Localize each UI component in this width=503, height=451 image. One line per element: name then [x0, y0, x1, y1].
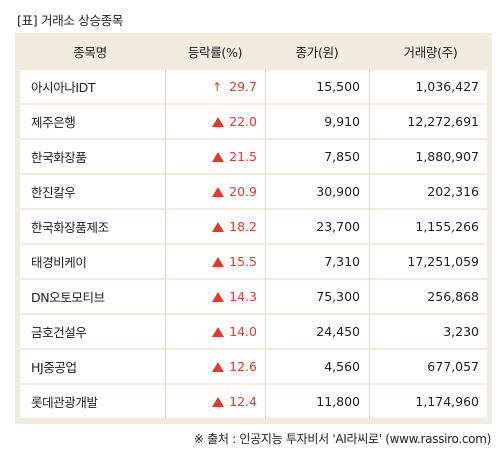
- trade-volume: 202,316: [427, 184, 479, 199]
- table-row: 태경비케이 15.5 7,310 17,251,059: [20, 245, 487, 278]
- closing-price: 24,450: [316, 324, 360, 339]
- trade-volume: 3,230: [443, 324, 479, 339]
- column-divider: [165, 69, 166, 419]
- trade-volume: 12,272,691: [407, 114, 479, 129]
- table-title: [표] 거래소 상승종목: [17, 13, 124, 28]
- change-value: 21.5: [229, 149, 257, 164]
- triangle-up-icon: [212, 396, 225, 407]
- column-divider: [369, 69, 370, 419]
- stock-name: 제주은행: [31, 115, 76, 130]
- closing-price: 9,910: [324, 114, 360, 129]
- change-rate: 15.5: [165, 254, 265, 269]
- change-value: 29.7: [229, 79, 257, 94]
- change-value: 12.6: [229, 359, 257, 374]
- change-rate: 12.6: [165, 359, 265, 374]
- change-value: 22.0: [229, 114, 257, 129]
- triangle-up-icon: [212, 221, 225, 232]
- stock-name: DN오토모티브: [31, 290, 105, 305]
- closing-price: 11,800: [316, 394, 360, 409]
- arrow-up-icon: ↑: [212, 79, 223, 94]
- triangle-up-icon: [212, 291, 225, 302]
- stock-name: 아시아나IDT: [31, 80, 96, 95]
- triangle-up-icon: [212, 361, 225, 372]
- stock-name: HJ중공업: [31, 360, 77, 375]
- change-rate: 14.0: [165, 324, 265, 339]
- table-row: 아시아나IDT ↑ 29.7 15,500 1,036,427: [20, 70, 487, 103]
- trade-volume: 1,880,907: [415, 149, 479, 164]
- change-rate: 18.2: [165, 219, 265, 234]
- stock-name: 롯데관광개발: [31, 395, 98, 410]
- change-value: 14.3: [229, 289, 257, 304]
- table-row: 금호건설우 14.0 24,450 3,230: [20, 315, 487, 348]
- triangle-up-icon: [212, 151, 225, 162]
- change-rate: ↑ 29.7: [165, 79, 265, 94]
- change-rate: 14.3: [165, 289, 265, 304]
- stock-name: 한국화장품제조: [31, 220, 109, 235]
- trade-volume: 677,057: [427, 359, 479, 374]
- closing-price: 23,700: [316, 219, 360, 234]
- closing-price: 7,310: [324, 254, 360, 269]
- triangle-up-icon: [212, 326, 225, 337]
- change-rate: 12.4: [165, 394, 265, 409]
- header-price: 종가(원): [295, 44, 339, 60]
- header-name: 종목명: [73, 44, 107, 60]
- trade-volume: 1,174,960: [415, 394, 479, 409]
- change-value: 15.5: [229, 254, 257, 269]
- change-rate: 20.9: [165, 184, 265, 199]
- table-row: 한국화장품 21.5 7,850 1,880,907: [20, 140, 487, 173]
- stock-table: 종목명 등락률(%) 종가(원) 거래량(주) 아시아나IDT ↑ 29.7 15,5…: [15, 33, 492, 424]
- closing-price: 7,850: [324, 149, 360, 164]
- closing-price: 30,900: [316, 184, 360, 199]
- change-value: 20.9: [229, 184, 257, 199]
- closing-price: 15,500: [316, 79, 360, 94]
- triangle-up-icon: [212, 186, 225, 197]
- table-row: 롯데관광개발 12.4 11,800 1,174,960: [20, 385, 487, 418]
- table-row: DN오토모티브 14.3 75,300 256,868: [20, 280, 487, 313]
- header-volume: 거래량(주): [403, 44, 458, 60]
- trade-volume: 17,251,059: [407, 254, 479, 269]
- closing-price: 75,300: [316, 289, 360, 304]
- stock-name: 태경비케이: [31, 255, 87, 270]
- change-rate: 21.5: [165, 149, 265, 164]
- table-row: HJ중공업 12.6 4,560 677,057: [20, 350, 487, 383]
- change-value: 12.4: [229, 394, 257, 409]
- closing-price: 4,560: [324, 359, 360, 374]
- stock-name: 한국화장품: [31, 150, 87, 165]
- table-header: 종목명 등락률(%) 종가(원) 거래량(주): [15, 33, 492, 69]
- change-value: 18.2: [229, 219, 257, 234]
- trade-volume: 1,155,266: [415, 219, 479, 234]
- table-row: 한국화장품제조 18.2 23,700 1,155,266: [20, 210, 487, 243]
- triangle-up-icon: [212, 256, 225, 267]
- stock-name: 금호건설우: [31, 325, 87, 340]
- header-change: 등락률(%): [187, 44, 243, 60]
- trade-volume: 256,868: [427, 289, 479, 304]
- change-rate: 22.0: [165, 114, 265, 129]
- stock-name: 한진칼우: [31, 185, 76, 200]
- column-divider: [265, 69, 266, 419]
- triangle-up-icon: [212, 116, 225, 127]
- trade-volume: 1,036,427: [415, 79, 479, 94]
- table-row: 한진칼우 20.9 30,900 202,316: [20, 175, 487, 208]
- change-value: 14.0: [229, 324, 257, 339]
- table-row: 제주은행 22.0 9,910 12,272,691: [20, 105, 487, 138]
- source-note: ※ 출처 : 인공지능 투자비서 'AI라씨로' (www.rassiro.co…: [193, 432, 491, 446]
